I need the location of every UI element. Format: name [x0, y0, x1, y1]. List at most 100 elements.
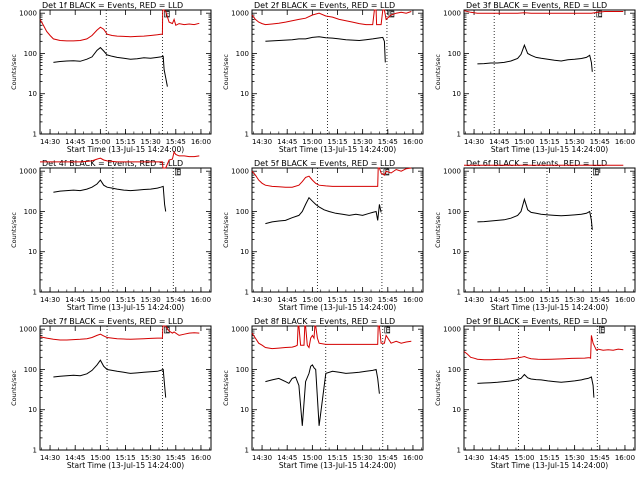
panel-1: Det 1f BLACK = Events, RED = LLD 1 10 100 10…	[10, 1, 212, 154]
series-line-lld	[251, 167, 412, 188]
x-tick-label: 16:00	[403, 296, 423, 304]
x-tick-label: 15:45	[590, 296, 610, 304]
y-tick-label: 100	[448, 366, 461, 374]
y-tick-label: 100	[448, 208, 461, 216]
event-marker-label: E	[594, 168, 598, 176]
x-tick-label: 14:45	[277, 296, 297, 304]
event-marker-box	[596, 10, 603, 18]
x-tick-label: 15:45	[166, 454, 186, 462]
x-tick-label: 15:00	[514, 454, 534, 462]
series-line-events	[53, 179, 167, 212]
event-marker-label: E	[165, 10, 169, 18]
x-tick-label: 15:15	[539, 454, 559, 462]
series-line-lld	[40, 150, 200, 169]
plot-frame	[39, 9, 212, 135]
y-tick-label: 1	[33, 289, 37, 297]
plot-frame	[463, 9, 636, 135]
x-tick-label: 14:30	[464, 296, 484, 304]
y-tick-label: 100	[236, 366, 249, 374]
x-tick-label: 15:45	[166, 138, 186, 146]
y-tick-label: 1000	[443, 10, 461, 18]
x-tick-label: 14:30	[40, 296, 60, 304]
y-tick-label: 100	[236, 50, 249, 58]
y-tick-label: 10	[452, 90, 461, 98]
y-axis-label: Counts/sec	[10, 370, 18, 406]
x-tick-label: 14:45	[489, 138, 509, 146]
y-tick-label: 1000	[231, 168, 249, 176]
event-marker-label: E	[176, 168, 180, 176]
x-tick-label: 15:15	[539, 138, 559, 146]
x-tick-label: 15:30	[353, 296, 373, 304]
panel-title: Det 2f BLACK = Events, RED = LLD	[254, 1, 395, 10]
x-tick-label: 15:00	[90, 138, 110, 146]
y-axis-label: Counts/sec	[434, 212, 442, 248]
y-tick-label: 1000	[19, 326, 37, 334]
x-tick-label: 16:00	[615, 296, 635, 304]
x-tick-label: 14:45	[489, 296, 509, 304]
x-tick-label: 15:15	[327, 296, 347, 304]
y-tick-label: 1000	[19, 168, 37, 176]
x-tick-label: 14:30	[252, 454, 272, 462]
y-tick-label: 1	[457, 289, 461, 297]
x-tick-label: 15:15	[115, 138, 135, 146]
y-tick-label: 1000	[443, 168, 461, 176]
x-tick-label: 16:00	[403, 454, 423, 462]
panel-title: Det 9f BLACK = Events, RED = LLD	[466, 317, 607, 326]
x-axis-label: Start Time (13-Jul-15 14:24:00)	[67, 461, 184, 470]
series-line-events	[265, 196, 382, 225]
plot-frame	[39, 167, 212, 293]
panel-6: Det 6f BLACK = Events, RED = LLD 1 10 100 10…	[434, 159, 636, 312]
x-tick-label: 15:15	[327, 454, 347, 462]
x-tick-label: 15:00	[302, 138, 322, 146]
x-tick-label: 15:15	[115, 296, 135, 304]
x-tick-label: 15:15	[327, 138, 347, 146]
y-tick-label: 1	[245, 131, 249, 139]
y-tick-label: 1000	[19, 10, 37, 18]
plot-frame	[251, 9, 424, 135]
event-marker-box	[593, 168, 599, 176]
x-tick-label: 15:30	[141, 296, 161, 304]
panel-title: Det 7f BLACK = Events, RED = LLD	[42, 317, 183, 326]
panel-9: Det 9f BLACK = Events, RED = LLD 1 10 100 10…	[434, 317, 636, 470]
x-tick-label: 15:30	[565, 138, 585, 146]
y-tick-label: 1000	[443, 326, 461, 334]
x-tick-label: 15:00	[90, 454, 110, 462]
event-marker-label: E	[385, 168, 389, 176]
event-marker-label: E	[598, 10, 602, 18]
series-line-lld	[463, 10, 624, 14]
x-tick-label: 14:30	[252, 296, 272, 304]
event-marker-label: E	[386, 326, 390, 334]
y-tick-label: 100	[448, 50, 461, 58]
event-marker-box	[384, 326, 391, 334]
y-tick-label: 1000	[231, 10, 249, 18]
y-tick-label: 10	[240, 406, 249, 414]
x-tick-label: 15:00	[90, 296, 110, 304]
x-tick-label: 14:30	[252, 138, 272, 146]
x-tick-label: 15:30	[353, 138, 373, 146]
x-tick-label: 15:30	[141, 454, 161, 462]
series-line-events	[477, 43, 593, 72]
y-tick-label: 100	[24, 366, 37, 374]
x-axis-label: Start Time (13-Jul-15 14:24:00)	[491, 461, 608, 470]
x-axis-label: Start Time (13-Jul-15 14:24:00)	[67, 303, 184, 312]
y-axis-label: Counts/sec	[222, 54, 230, 90]
x-tick-label: 15:00	[514, 138, 534, 146]
event-marker-label: E	[600, 326, 604, 334]
plot-frame	[463, 167, 636, 293]
x-axis-label: Start Time (13-Jul-15 14:24:00)	[279, 145, 396, 154]
x-tick-label: 14:30	[40, 454, 60, 462]
panel-2: Det 2f BLACK = Events, RED = LLD 1 10 100 10…	[222, 1, 424, 154]
y-tick-label: 1	[33, 447, 37, 455]
series-line-events	[53, 359, 167, 398]
x-tick-label: 14:30	[40, 138, 60, 146]
y-tick-label: 10	[28, 406, 37, 414]
x-tick-label: 15:30	[141, 138, 161, 146]
x-tick-label: 14:45	[65, 138, 85, 146]
panel-title: Det 8f BLACK = Events, RED = LLD	[254, 317, 395, 326]
x-tick-label: 16:00	[615, 138, 635, 146]
series-line-lld	[39, 325, 200, 341]
y-axis-label: Counts/sec	[434, 370, 442, 406]
panel-4: Det 4f BLACK = Events, RED = LLD 1 10 100 10…	[10, 150, 212, 312]
panel-title: Det 3f BLACK = Events, RED = LLD	[466, 1, 607, 10]
panel-8: Det 8f BLACK = Events, RED = LLD 1 10 100 10…	[222, 317, 424, 470]
